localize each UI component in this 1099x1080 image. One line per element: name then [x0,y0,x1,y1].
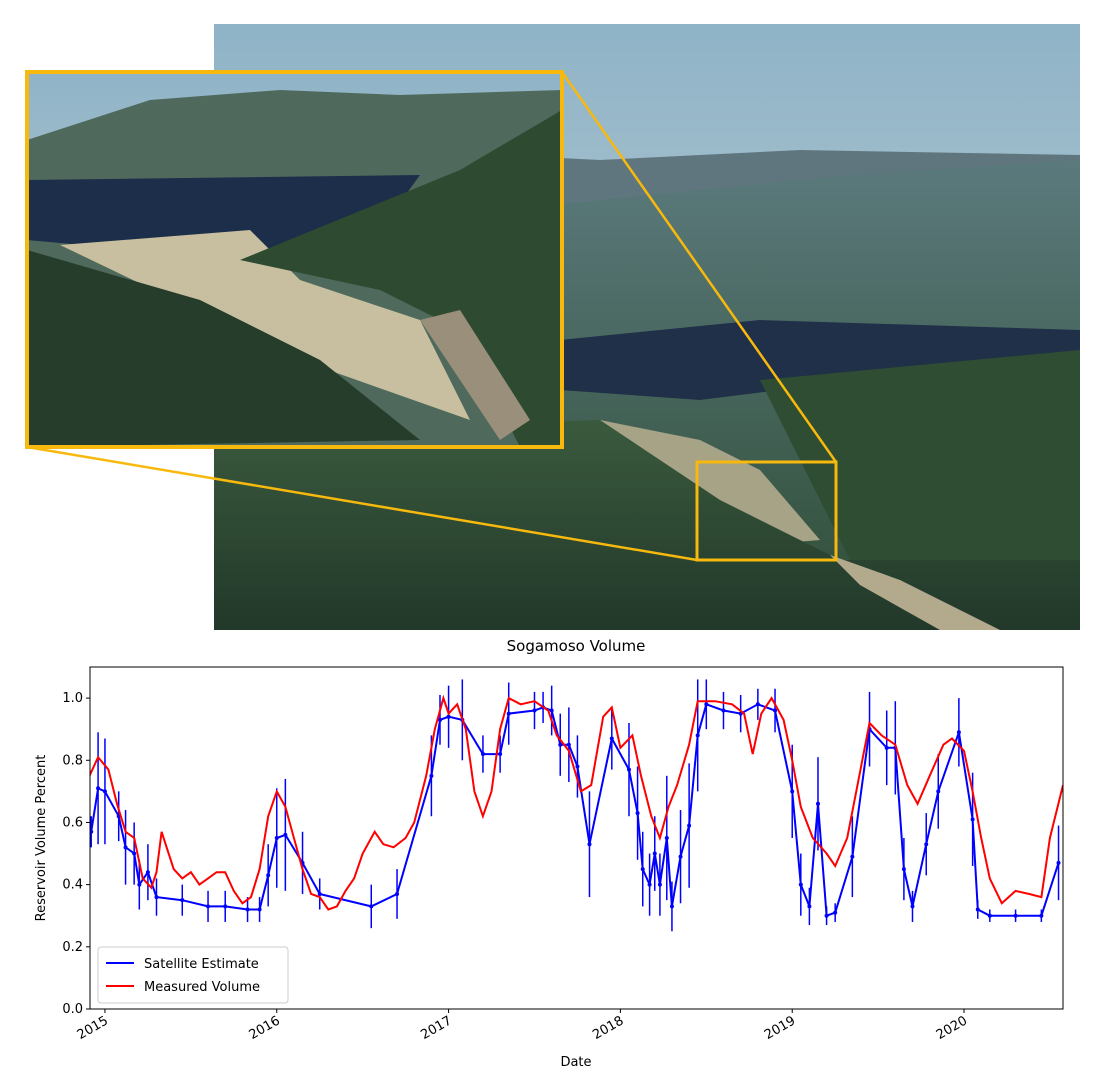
point [498,752,503,757]
point [687,823,692,828]
series-line [90,702,1060,918]
point [395,891,400,896]
point [635,811,640,816]
point [755,702,760,707]
point [480,752,485,757]
x-tick-label: 2020 [934,1013,970,1043]
point [936,789,941,794]
point [815,801,820,806]
point [790,789,795,794]
point [145,870,150,875]
chart: Sogamoso Volume Date Reservoir Volume Pe… [34,637,1064,1070]
point [154,895,159,900]
terrain-image [25,24,1080,630]
x-tick-label: 2015 [75,1013,111,1043]
point [640,867,645,872]
point [669,904,674,909]
point [437,717,442,722]
point [245,907,250,912]
y-tick-label: 0.0 [62,1002,83,1017]
point [506,711,511,716]
y-tick-label: 0.8 [62,753,83,768]
point [206,904,211,909]
point [180,898,185,903]
point [924,842,929,847]
point [807,904,812,909]
y-tick-label: 0.2 [62,940,83,955]
point [657,882,662,887]
x-tick-label: 2018 [590,1013,626,1043]
point [910,904,915,909]
point [317,891,322,896]
point [987,913,992,918]
point [664,836,669,840]
point [824,913,829,918]
point [257,907,262,912]
point [132,851,137,856]
point [901,867,906,872]
point [283,832,288,837]
x-tick-label: 2019 [762,1013,798,1043]
point [223,904,228,909]
point [970,817,975,822]
point [609,736,614,741]
point [1056,860,1061,865]
point [566,742,571,747]
legend-box [97,946,289,1004]
plot-frame [89,666,1064,1010]
chart-title: Sogamoso Volume [507,637,646,655]
legend-label: Satellite Estimate [144,957,259,972]
point [1013,913,1018,918]
point [587,842,592,847]
point [137,882,142,887]
legend-label: Measured Volume [144,980,260,995]
point [102,789,107,794]
plot-area [90,679,1063,932]
point [956,730,961,735]
point [446,714,451,719]
point [558,742,563,747]
y-tick-label: 1.0 [62,691,83,706]
point [1039,913,1044,918]
point [575,764,580,769]
y-tick-label: 0.6 [62,815,83,830]
y-tick-label: 0.4 [62,878,83,893]
point [647,882,652,887]
point [266,873,271,878]
point [123,845,128,850]
y-axis-label: Reservoir Volume Percent [34,755,49,922]
x-tick-label: 2016 [247,1013,283,1043]
point [850,854,855,859]
point [532,708,537,713]
point [429,773,434,778]
point [704,702,709,707]
point [90,829,94,834]
x-tick-label: 2017 [418,1013,454,1043]
point [678,854,683,859]
point [695,733,700,738]
point [721,708,726,713]
x-axis-label: Date [560,1055,591,1070]
point [626,767,631,772]
point [798,882,803,887]
point [833,910,838,915]
point [884,745,889,750]
point [773,708,778,713]
point [975,907,980,912]
point [369,904,374,909]
point [96,786,101,791]
point [274,836,279,840]
point [652,851,657,856]
series-line [90,694,1063,911]
point [549,708,554,713]
